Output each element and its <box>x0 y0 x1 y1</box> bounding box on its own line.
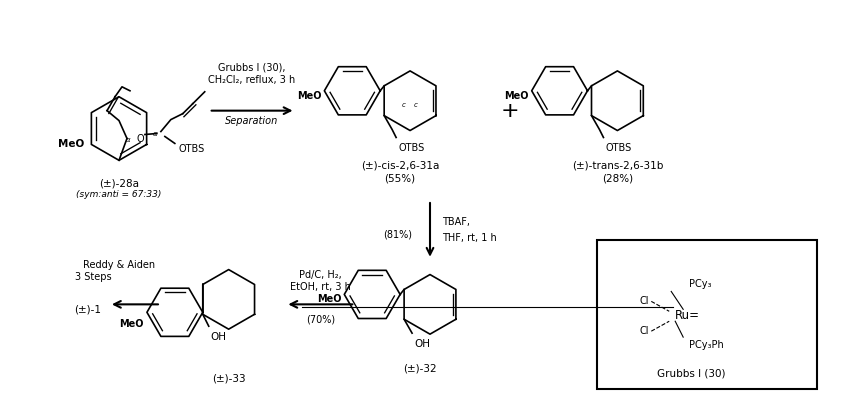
Text: (81%): (81%) <box>382 230 412 240</box>
Text: CH₂Cl₂, reflux, 3 h: CH₂Cl₂, reflux, 3 h <box>208 75 294 85</box>
Text: MeO: MeO <box>504 91 528 101</box>
Text: +: + <box>500 101 518 121</box>
Text: PCy₃Ph: PCy₃Ph <box>688 340 723 350</box>
Text: (70%): (70%) <box>306 314 335 324</box>
Text: Cl: Cl <box>639 296 648 306</box>
Text: (±)-32: (±)-32 <box>403 364 437 374</box>
Text: Separation: Separation <box>225 116 278 126</box>
Text: MeO: MeO <box>317 295 341 305</box>
Text: α: α <box>152 131 157 136</box>
Text: (55%): (55%) <box>384 173 415 183</box>
Text: (±)-28a: (±)-28a <box>99 178 139 188</box>
Text: Reddy & Aiden: Reddy & Aiden <box>83 260 155 270</box>
Text: PCy₃: PCy₃ <box>688 280 711 290</box>
Text: (±)-33: (±)-33 <box>212 374 245 384</box>
Text: OTBS: OTBS <box>604 144 631 154</box>
Text: (28%): (28%) <box>601 173 632 183</box>
Text: O: O <box>136 134 144 144</box>
Text: OH: OH <box>413 339 430 349</box>
Text: OTBS: OTBS <box>178 144 205 154</box>
Text: OH: OH <box>210 332 226 342</box>
Text: (±)-trans-2,6-31b: (±)-trans-2,6-31b <box>571 160 662 170</box>
Text: (±)-cis-2,6-31a: (±)-cis-2,6-31a <box>361 160 439 170</box>
Bar <box>597 240 816 389</box>
Text: MeO: MeO <box>296 91 321 101</box>
Text: Ru=: Ru= <box>674 309 699 322</box>
Text: TBAF,: TBAF, <box>442 217 469 227</box>
Text: (sym:anti = 67:33): (sym:anti = 67:33) <box>77 190 162 199</box>
Text: THF, rt, 1 h: THF, rt, 1 h <box>442 233 496 243</box>
Text: Grubbs I (30),: Grubbs I (30), <box>218 63 285 73</box>
Text: Cl: Cl <box>639 326 648 336</box>
Text: OTBS: OTBS <box>398 144 424 154</box>
Text: EtOH, rt, 3 h: EtOH, rt, 3 h <box>289 282 350 292</box>
Text: (±)-1: (±)-1 <box>74 305 101 314</box>
Text: α: α <box>126 137 130 144</box>
Text: MeO: MeO <box>58 139 84 149</box>
Text: c: c <box>413 102 418 108</box>
Text: c: c <box>402 102 406 108</box>
Text: Pd/C, H₂,: Pd/C, H₂, <box>299 270 341 280</box>
Text: Grubbs I (30): Grubbs I (30) <box>656 369 725 379</box>
Text: MeO: MeO <box>120 319 144 329</box>
Text: 3 Steps: 3 Steps <box>75 272 111 282</box>
